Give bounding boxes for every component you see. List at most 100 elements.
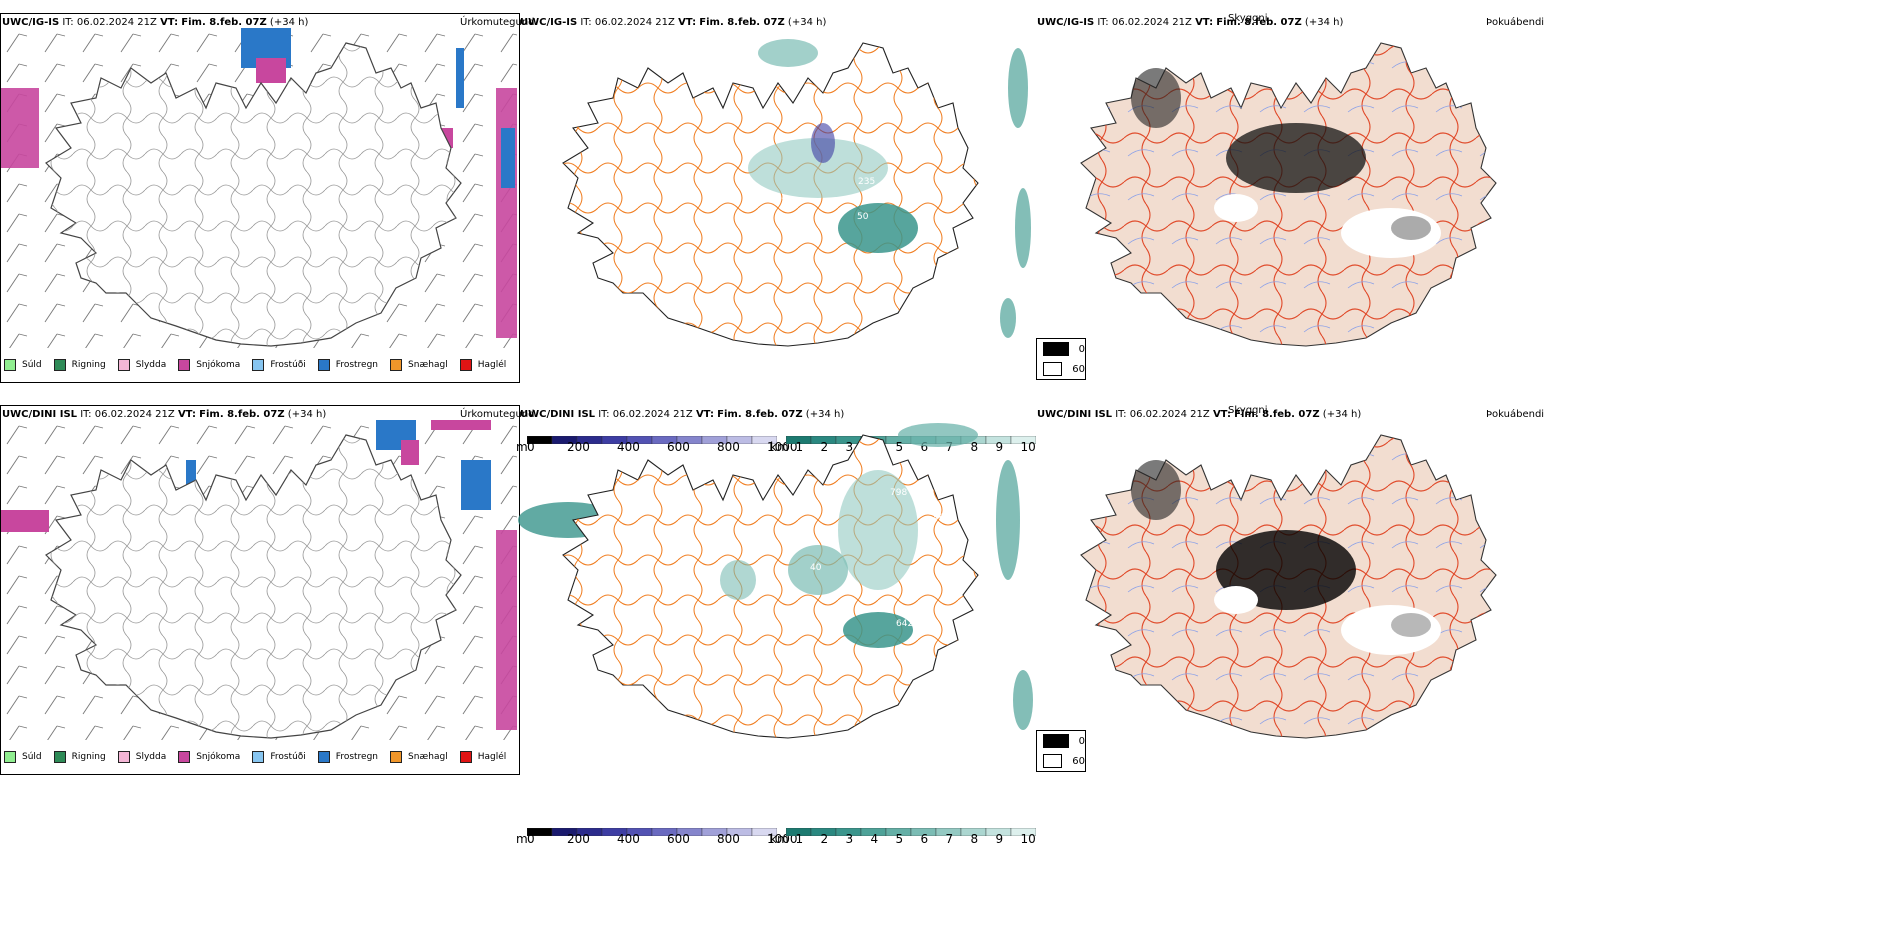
- colorbar-tick-label: 10: [1020, 832, 1036, 846]
- cloud-base-colorbar-bottom: [527, 828, 777, 836]
- colorbar-tick-label: 9: [995, 440, 1004, 454]
- title-precip-bottom: UWC/DINI ISL IT: 06.02.2024 21Z VT: Fim.…: [2, 409, 327, 420]
- colorbar-tick-label: 9: [995, 832, 1004, 846]
- legend-label: Frostúði: [270, 360, 306, 370]
- legend-label: Frostúði: [270, 752, 306, 762]
- fog-legend-top: 0 60: [1036, 338, 1086, 380]
- legend-label: Rigning: [71, 360, 106, 370]
- colorbar-tick-label: 400: [617, 832, 640, 846]
- precip-panel-bottom: [0, 405, 520, 775]
- legend-label: Slydda: [135, 360, 167, 370]
- legend-item-snaehagl: Snæhagl: [390, 359, 448, 371]
- panel-title-fog-top: Þokuábendi: [1486, 17, 1545, 28]
- panel-title-visibility-top: Skyggni: [1228, 13, 1268, 24]
- colorbar-tick-label: 200: [567, 440, 590, 454]
- precip-panel-top: [0, 13, 520, 383]
- swatch: [317, 751, 330, 763]
- swatch: [459, 751, 472, 763]
- swatch: [317, 359, 330, 371]
- colorbar-tick-label: 6: [920, 832, 929, 846]
- swatch: [459, 359, 472, 371]
- cloud-base-ticks-bottom: 0 200 400 600 800 1000: [527, 832, 798, 846]
- visibility-map-top: 235 31 50: [562, 39, 1031, 347]
- fog-map-top: [1080, 42, 1497, 347]
- vis-value-label: 40: [810, 563, 822, 573]
- colorbar-tick-label: 10: [1020, 440, 1036, 454]
- swatch: [390, 751, 403, 763]
- legend-label: Frostregn: [335, 360, 379, 370]
- colorbar-tick-label: 1: [795, 440, 804, 454]
- colorbar-tick-label: 800: [717, 440, 740, 454]
- precip-legend-bottom: Súld Rigning Slydda Snjókoma Frostúði Fr…: [4, 749, 518, 765]
- legend-item-slydda: Slydda: [117, 359, 167, 371]
- colorbar-segment: [751, 828, 777, 836]
- fog-legend-bottom: 0 60: [1036, 730, 1086, 772]
- title-precip-top: UWC/IG-IS IT: 06.02.2024 21Z VT: Fim. 8.…: [2, 17, 309, 28]
- swatch: [117, 359, 130, 371]
- legend-item-snjokoma: Snjókoma: [178, 359, 240, 371]
- legend-item-haglel: Haglél: [459, 359, 507, 371]
- swatch: [117, 751, 130, 763]
- precip-map-top: [1, 28, 517, 348]
- fog-legend-label: 0: [1078, 343, 1085, 355]
- precip-map-bottom: [1, 420, 517, 740]
- colorbar-tick-label: 3: [845, 440, 854, 454]
- fog-legend-label: 0: [1078, 735, 1085, 747]
- fog-legend-row: 60: [1037, 751, 1085, 771]
- visibility-colorbar-bottom: [786, 828, 1036, 836]
- legend-item-frostudi: Frostúði: [252, 751, 306, 763]
- legend-item-snaehagl: Snæhagl: [390, 751, 448, 763]
- colorbar-tick-label: 600: [667, 832, 690, 846]
- swatch: [53, 751, 66, 763]
- colorbar-tick-label: 600: [667, 440, 690, 454]
- legend-label: Snjókoma: [196, 752, 241, 762]
- vis-value-label: 642: [896, 619, 913, 629]
- precip-legend-top: Súld Rigning Slydda Snjókoma Frostúði Fr…: [4, 357, 518, 373]
- colorbar-tick-label: 5: [895, 832, 904, 846]
- visibility-ticks-bottom: 1 2 3 4 5 6 7 8 9 10: [786, 832, 1036, 846]
- panel-title-visibility-bottom: Skyggni: [1228, 405, 1268, 416]
- swatch: [53, 359, 66, 371]
- panel-title-fog-bottom: Þokuábendi: [1486, 409, 1545, 420]
- colorbar-tick-label: 7: [945, 440, 954, 454]
- fog-legend-row: 60: [1037, 359, 1085, 379]
- legend-label: Frostregn: [335, 752, 379, 762]
- swatch: [390, 359, 403, 371]
- legend-label: Haglél: [477, 360, 507, 370]
- title-fog-bottom: UWC/DINI ISL IT: 06.02.2024 21Z VT: Fim.…: [1037, 409, 1362, 420]
- swatch: [178, 751, 191, 763]
- colorbar-segment: [751, 436, 777, 444]
- vis-value-label: 798: [890, 488, 907, 498]
- colorbar-tick-label: 2: [820, 832, 829, 846]
- swatch: [1043, 754, 1063, 768]
- unit-m-bottom: m: [516, 832, 528, 846]
- colorbar-tick-label: 6: [920, 440, 929, 454]
- swatch: [252, 751, 265, 763]
- colorbar-tick-label: 2: [820, 440, 829, 454]
- legend-item-rigning: Rigning: [53, 751, 106, 763]
- legend-label: Snæhagl: [408, 752, 448, 762]
- panel-title-precip-bottom: Úrkomutegund: [460, 409, 535, 420]
- colorbar-tick-label: 400: [617, 440, 640, 454]
- panel-title-precip-top: Úrkomutegund: [460, 17, 535, 28]
- swatch: [4, 751, 16, 763]
- swatch: [1043, 342, 1069, 356]
- vis-value-label: 467: [933, 513, 950, 523]
- vis-value-label: 33: [914, 603, 925, 613]
- unit-km-bottom: km: [770, 832, 789, 846]
- vis-value-label: 31: [781, 197, 792, 207]
- title-visibility-bottom: UWC/DINI ISL IT: 06.02.2024 21Z VT: Fim.…: [520, 409, 845, 420]
- colorbar-tick-label: 800: [717, 832, 740, 846]
- legend-item-frostregn: Frostregn: [317, 359, 379, 371]
- vis-value-label: 86: [910, 589, 922, 599]
- colorbar-tick-label: 8: [970, 832, 979, 846]
- legend-item-sudd: Súld: [4, 359, 42, 371]
- colorbar-tick-label: 0: [527, 832, 535, 846]
- unit-m-top: m: [516, 440, 528, 454]
- colorbar-segment: [1010, 828, 1036, 836]
- legend-label: Súld: [22, 752, 42, 762]
- colorbar-tick-label: 5: [895, 440, 904, 454]
- fog-legend-label: 60: [1072, 755, 1085, 767]
- legend-item-haglel: Haglél: [459, 751, 506, 763]
